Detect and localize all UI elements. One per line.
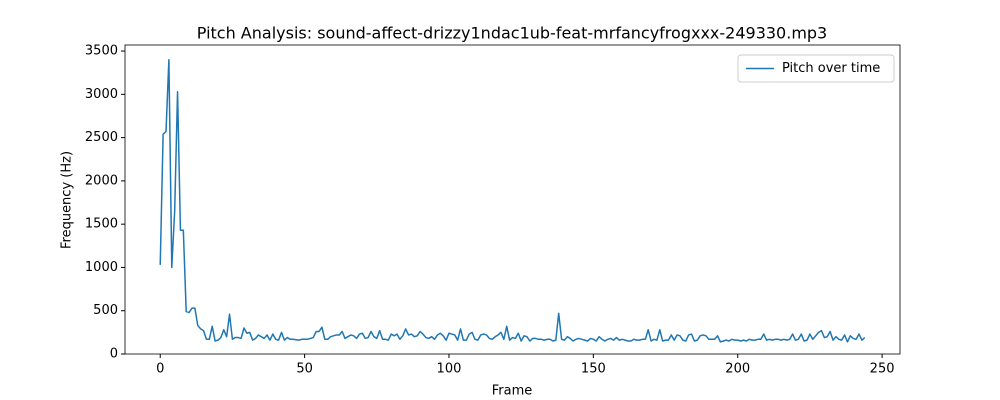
y-tick-label: 500: [93, 303, 118, 318]
legend-box: [737, 54, 895, 83]
y-tick-label: 2000: [85, 173, 118, 188]
y-tick-label: 1000: [85, 260, 118, 275]
y-tick-label: 3500: [85, 44, 118, 59]
x-tick-label: 250: [870, 362, 895, 377]
y-tick-label: 1500: [85, 217, 118, 232]
plot-frame: [124, 44, 901, 355]
x-tick-label: 150: [581, 362, 606, 377]
x-tick-label: 200: [725, 362, 750, 377]
x-tick-label: 50: [296, 362, 313, 377]
pitch-line: [159, 58, 866, 343]
y-tick-label: 0: [110, 347, 118, 362]
legend-label: Pitch over time: [782, 61, 880, 76]
y-tick-label: 3000: [85, 87, 118, 102]
x-tick-label: 0: [156, 362, 164, 377]
y-tick-label: 2500: [85, 130, 118, 145]
y-axis-label: Frequency (Hz): [60, 151, 75, 249]
x-axis-label: Frame: [492, 384, 533, 399]
x-tick-label: 100: [437, 362, 462, 377]
chart-title: Pitch Analysis: sound-affect-drizzy1ndac…: [197, 24, 827, 43]
